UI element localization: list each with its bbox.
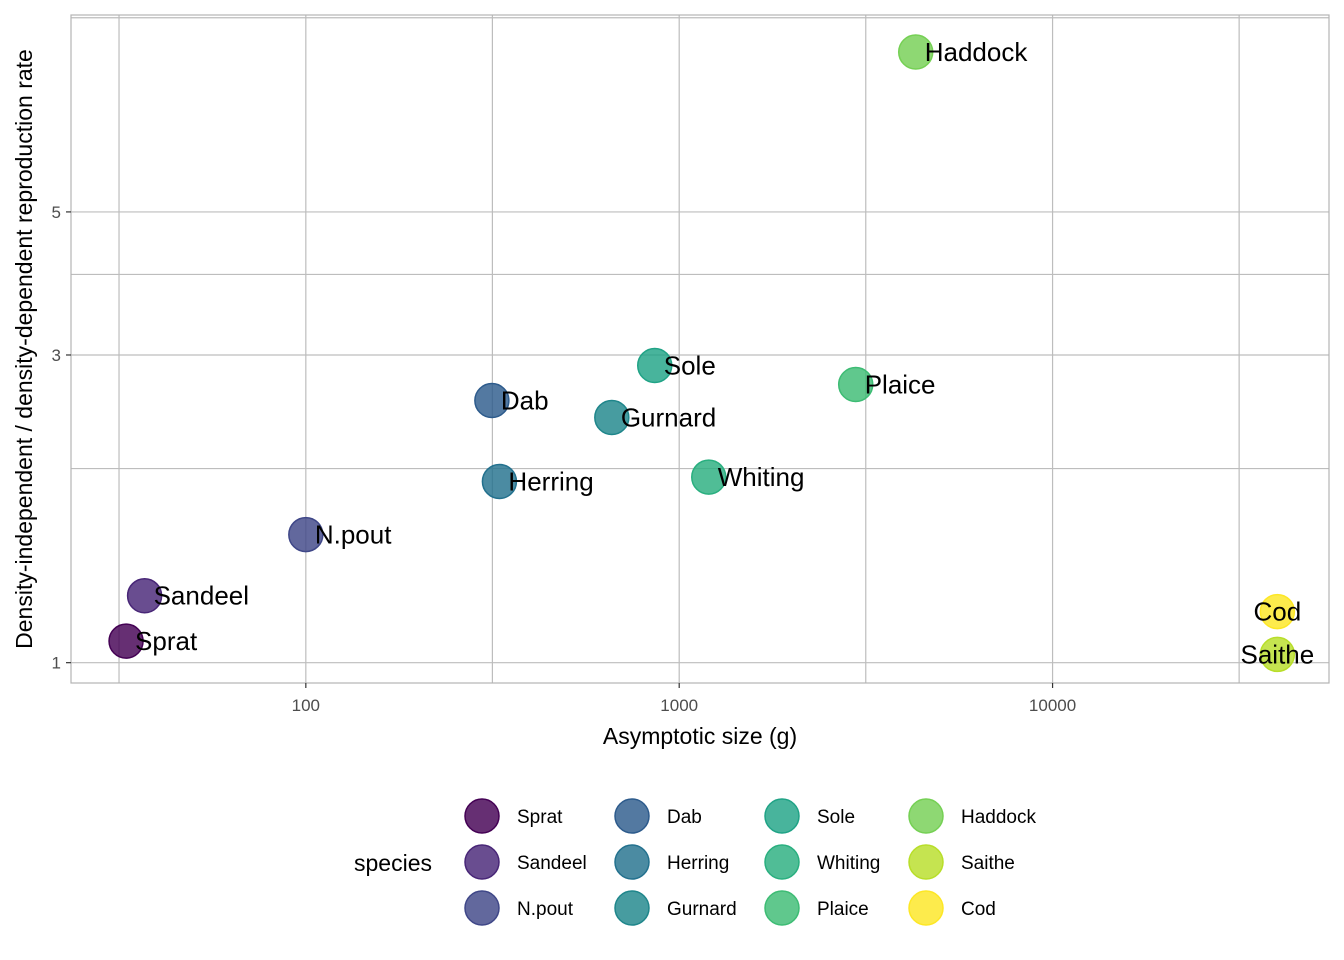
point-label: Sandeel xyxy=(154,581,249,611)
data-point xyxy=(288,516,324,553)
point-labels: Sprat Sandeel N.pout Dab Herring Gurnard Sole W… xyxy=(135,37,1314,669)
data-point xyxy=(594,399,630,436)
data-point xyxy=(636,347,673,384)
y-tick-label: 5 xyxy=(52,203,61,222)
legend-label: Haddock xyxy=(961,807,1036,828)
plot-border xyxy=(70,14,1330,684)
axes: 100 1000 10000 1 3 5 xyxy=(52,203,1077,715)
legend-label: Saithe xyxy=(961,853,1015,874)
data-point xyxy=(108,623,144,659)
x-tick-label: 1000 xyxy=(660,696,698,715)
point-label: Saithe xyxy=(1240,639,1314,669)
data-point xyxy=(837,366,874,403)
legend-label: Dab xyxy=(667,807,702,828)
data-point xyxy=(691,459,727,495)
legend-key xyxy=(764,798,800,834)
point-label: Herring xyxy=(508,466,593,496)
x-axis-title: Asymptotic size (g) xyxy=(603,723,797,749)
point-label: Sole xyxy=(664,350,716,380)
legend-label: Sole xyxy=(817,807,855,828)
point-label: Gurnard xyxy=(621,402,716,432)
point-label: N.pout xyxy=(315,520,392,550)
data-point xyxy=(474,382,510,419)
data-point xyxy=(1259,636,1296,673)
data-point xyxy=(1259,593,1296,630)
point-label: Dab xyxy=(501,386,549,416)
x-tick-label: 10000 xyxy=(1029,696,1076,715)
data-point xyxy=(897,34,934,70)
legend: species Sprat Sandeel N.pout Dab Herring Gurn… xyxy=(354,798,1036,926)
legend-key xyxy=(908,890,944,926)
legend-key xyxy=(908,844,944,880)
legend-label: Gurnard xyxy=(667,899,737,920)
point-label: Haddock xyxy=(925,37,1029,67)
gridlines xyxy=(71,15,1329,683)
legend-title: species xyxy=(354,850,432,876)
x-tick-label: 100 xyxy=(292,696,320,715)
point-label: Whiting xyxy=(718,462,805,492)
legend-label: Sandeel xyxy=(517,853,587,874)
legend-key xyxy=(464,890,500,926)
y-tick-label: 1 xyxy=(52,654,61,673)
data-point xyxy=(481,463,518,500)
legend-key xyxy=(464,844,500,880)
legend-label: Plaice xyxy=(817,899,869,920)
point-label: Sprat xyxy=(135,626,198,656)
data-points xyxy=(108,34,1296,673)
legend-label: Herring xyxy=(667,853,729,874)
legend-label: Sprat xyxy=(517,807,563,828)
legend-key xyxy=(614,890,650,926)
legend-key xyxy=(908,798,944,834)
plot-panel xyxy=(71,15,1329,683)
legend-key xyxy=(614,844,650,880)
legend-key xyxy=(464,798,500,834)
y-tick-label: 3 xyxy=(52,346,61,365)
point-label: Cod xyxy=(1254,597,1302,627)
legend-label: N.pout xyxy=(517,899,574,920)
point-label: Plaice xyxy=(865,369,936,399)
legend-key xyxy=(614,798,650,834)
legend-key xyxy=(764,844,800,880)
data-point xyxy=(126,577,163,614)
legend-label: Whiting xyxy=(817,853,880,874)
legend-key xyxy=(764,890,800,926)
legend-label: Cod xyxy=(961,899,996,920)
y-axis-title: Density-independent / density-dependent … xyxy=(11,49,37,649)
